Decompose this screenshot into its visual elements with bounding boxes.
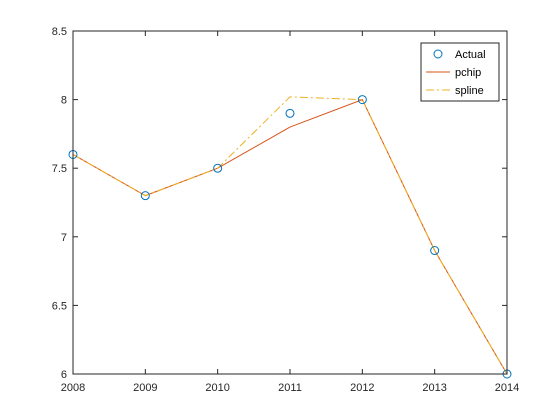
legend-label-pchip: pchip: [455, 67, 481, 79]
data-point-actual: [140, 191, 150, 201]
legend-label-actual: Actual: [455, 49, 486, 61]
data-point-actual: [213, 163, 223, 173]
legend-label-spline: spline: [455, 85, 484, 97]
y-tick-label: 6: [61, 369, 67, 381]
legend-marker-actual: [433, 49, 443, 59]
y-tick-label: 8: [61, 95, 67, 107]
x-tick-label: 2009: [133, 382, 157, 394]
x-tick-label: 2011: [278, 382, 302, 394]
data-point-actual: [357, 95, 367, 105]
series-line-spline: [72, 96, 508, 375]
y-tick-label: 7: [61, 232, 67, 244]
x-tick-label: 2008: [61, 382, 85, 394]
axes: 2008 2009 2010 2011 2012 2013 2014 6 6.5 7 7.5 8 8.5: [52, 26, 520, 394]
y-tick-label: 7.5: [52, 163, 67, 175]
data-point-actual: [285, 108, 295, 118]
y-tick-label: 8.5: [52, 26, 67, 38]
x-tick-label: 2014: [495, 382, 519, 394]
y-tick-label: 6.5: [52, 300, 67, 312]
x-tick-label: 2013: [422, 382, 446, 394]
legend: Actual pchip spline: [420, 42, 500, 102]
x-tick-label: 2010: [205, 382, 229, 394]
data-point-actual: [430, 246, 440, 256]
x-tick-label: 2012: [350, 382, 374, 394]
